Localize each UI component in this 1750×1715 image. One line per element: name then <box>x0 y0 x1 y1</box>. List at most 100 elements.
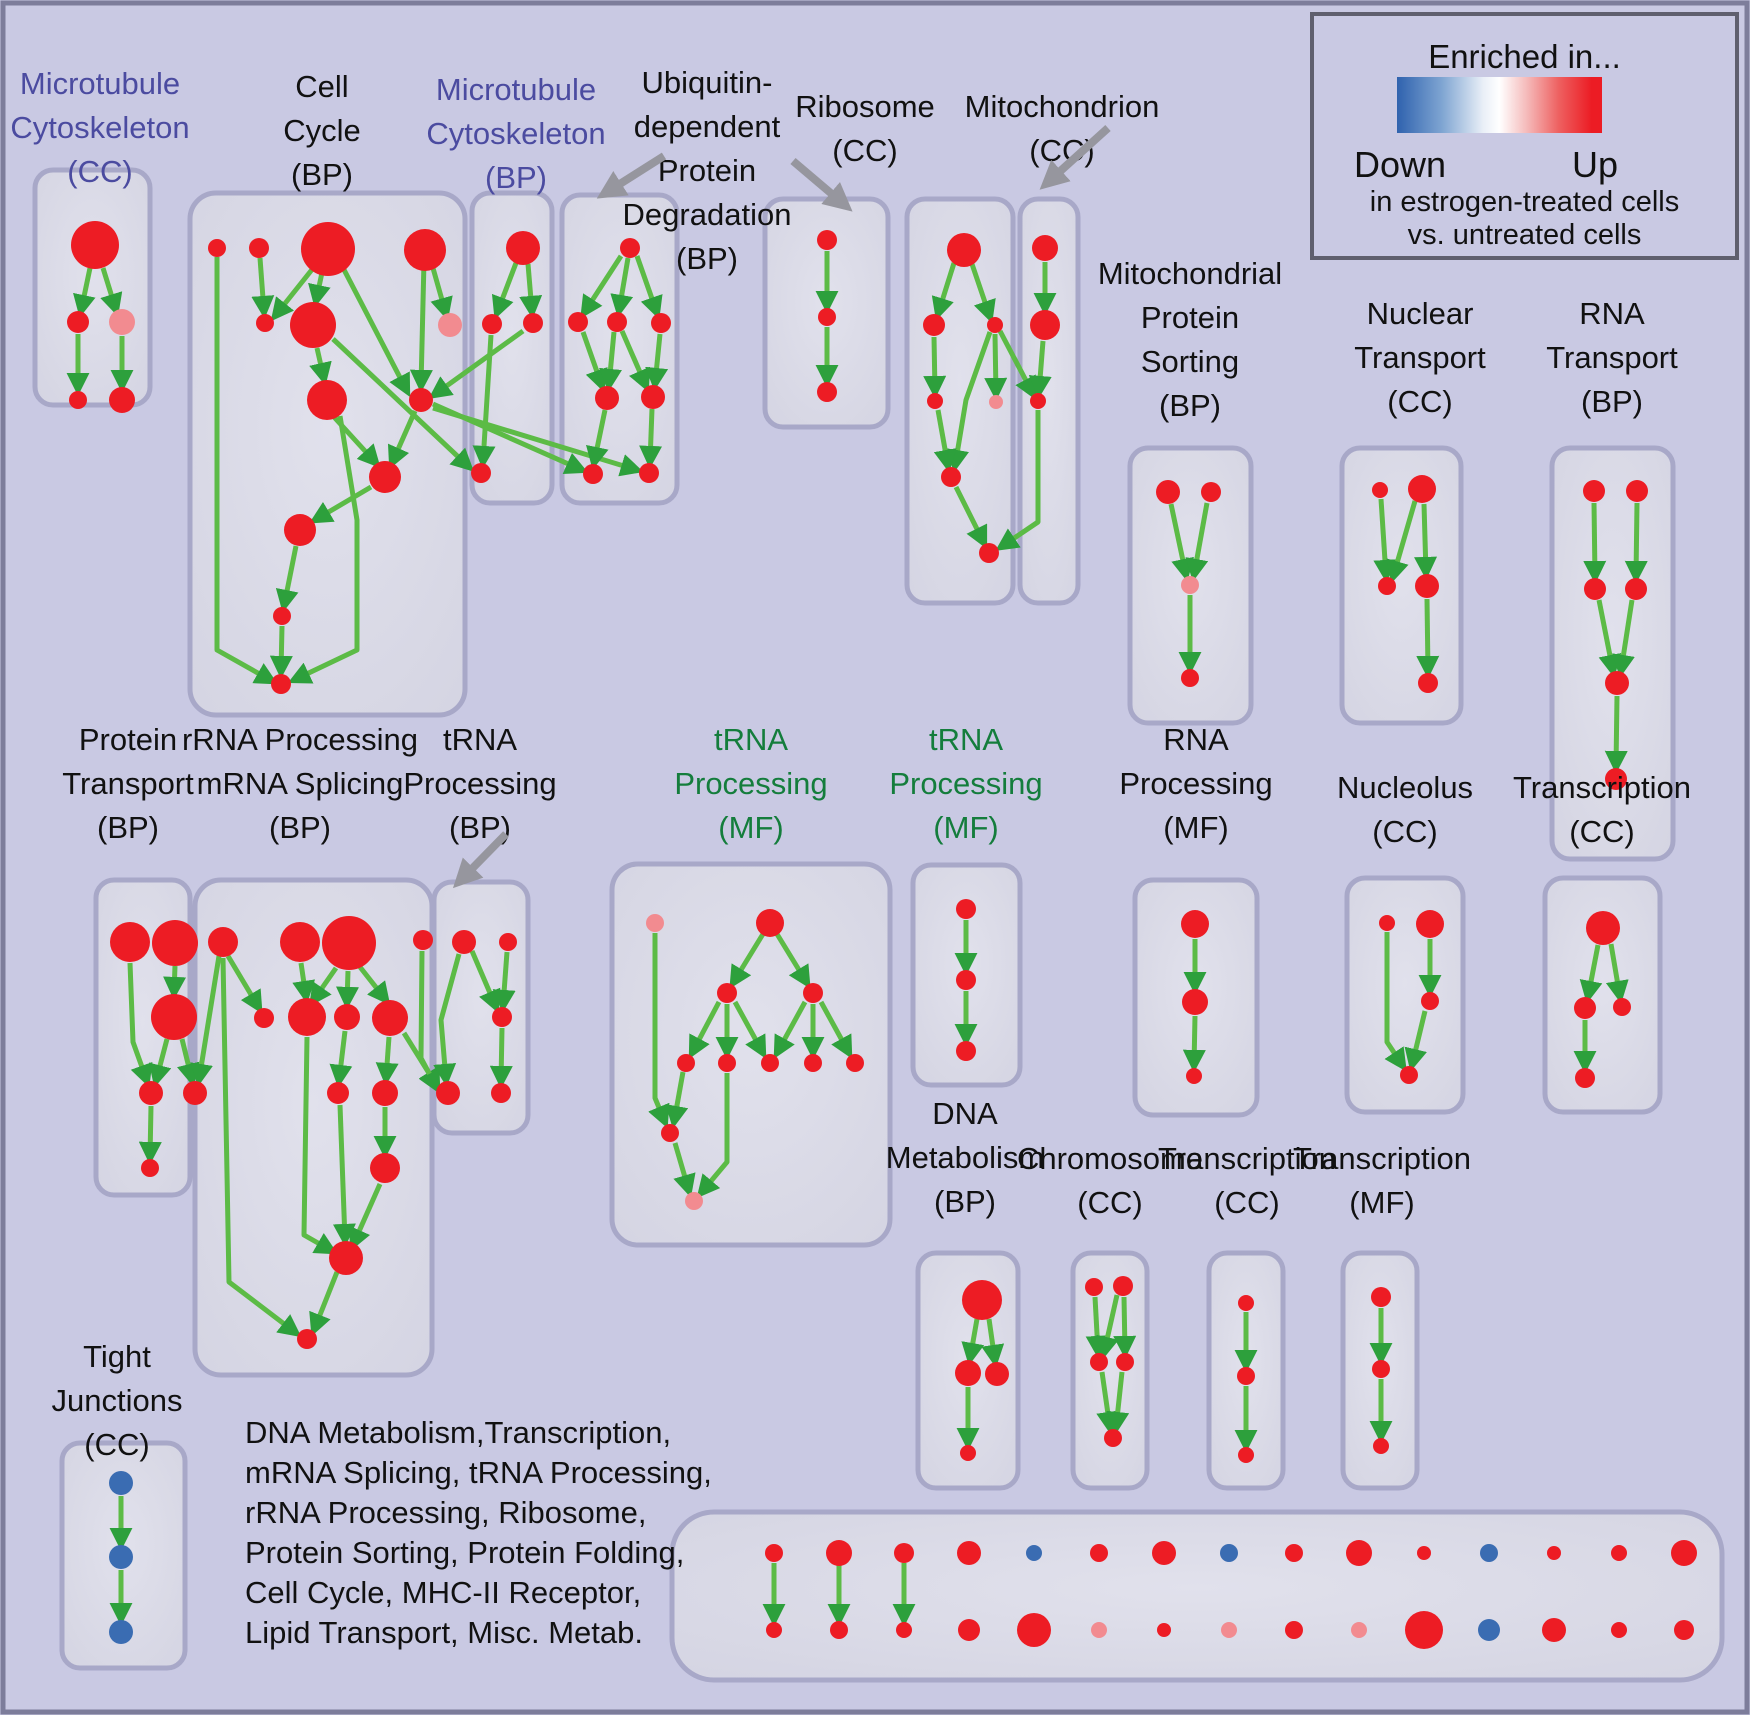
go-term-node-red <box>1373 1438 1389 1454</box>
cluster-label-transcription-cc-lower: Transcription <box>1158 1141 1336 1176</box>
cluster-label-rna-transport-bp: Transport <box>1546 340 1678 375</box>
cluster-label-microtubule-cytoskeleton-bp: Cytoskeleton <box>426 116 605 151</box>
go-term-node-red <box>254 1008 274 1028</box>
go-edge-arrow <box>270 260 320 322</box>
go-edge-arrow <box>1612 599 1635 678</box>
cluster-label-mitochondrial-protein-sorting-bp: Sorting <box>1141 344 1239 379</box>
go-edge-arrow <box>1604 695 1628 774</box>
go-term-node-pink <box>1221 1622 1237 1638</box>
legend-up-label: Up <box>1571 144 1619 185</box>
go-term-node-red <box>941 467 961 487</box>
go-edge-arrow <box>981 1318 1005 1368</box>
go-term-node-red <box>817 382 837 402</box>
cluster-label-ubiquitin-degradation-bp: Degradation <box>623 197 792 232</box>
go-term-node-pink <box>989 395 1003 409</box>
go-edge-arrow <box>923 336 947 399</box>
mitochondrion-arrow <box>1039 125 1111 190</box>
go-term-node-red <box>151 994 197 1040</box>
cluster-label-trna-processing-mf-b: tRNA <box>929 722 1003 757</box>
go-edge-arrow <box>220 957 302 1338</box>
cluster-label-cell-cycle-bp: Cycle <box>283 113 361 148</box>
go-term-node-red <box>1611 1545 1627 1561</box>
go-term-node-red <box>985 1362 1009 1386</box>
cluster-label-tight-junctions-cc: Tight <box>83 1339 151 1374</box>
cluster-label-nuclear-transport-cc: (CC) <box>1387 384 1452 419</box>
go-term-node-pink <box>1181 576 1199 594</box>
cluster-label-transcription-cc-lower: (CC) <box>1214 1185 1279 1220</box>
go-term-node-pink <box>685 1192 703 1210</box>
go-term-node-red <box>1285 1544 1303 1562</box>
go-term-node-red <box>1030 393 1046 409</box>
go-edge-arrow <box>672 1142 696 1198</box>
go-term-node-red <box>1346 1540 1372 1566</box>
go-term-node-red <box>1417 1546 1431 1560</box>
cluster-label-microtubule-cytoskeleton-bp: Microtubule <box>436 72 596 107</box>
misc-functions-note-line: Cell Cycle, MHC-II Receptor, <box>245 1575 641 1610</box>
go-term-node-pink <box>1091 1622 1107 1638</box>
go-term-node-blue <box>1478 1619 1500 1641</box>
go-edge-arrow <box>1416 598 1440 679</box>
go-term-node-red <box>717 983 737 1003</box>
go-term-node-pink <box>1351 1622 1367 1638</box>
go-term-node-red <box>1421 992 1439 1010</box>
ubiquitin-right-arrow <box>790 157 853 212</box>
go-term-node-red <box>962 1280 1002 1320</box>
go-term-node-red <box>1030 310 1060 340</box>
cluster-label-trna-processing-mf-b: Processing <box>889 766 1042 801</box>
cluster-label-dna-metabolism-bp: DNA <box>932 1096 998 1131</box>
go-term-node-red <box>413 930 433 950</box>
go-term-node-red <box>1613 998 1631 1016</box>
cluster-label-trna-processing-mf-a: (MF) <box>718 810 783 845</box>
go-edge-arrow <box>309 484 373 524</box>
go-edge-arrow <box>331 337 475 472</box>
go-term-node-red <box>1181 910 1209 938</box>
go-term-node-red <box>1378 577 1396 595</box>
go-edge-arrow <box>127 962 153 1088</box>
go-term-node-red <box>372 1000 408 1036</box>
go-term-node-red <box>765 1544 783 1562</box>
cluster-label-protein-transport-bp: Transport <box>62 766 194 801</box>
go-edge-arrow <box>519 263 543 319</box>
go-term-node-red <box>523 313 543 333</box>
go-term-node-red <box>956 899 976 919</box>
go-edge-arrow <box>1579 944 1603 1004</box>
go-term-node-red <box>69 391 87 409</box>
go-term-node-red <box>1408 475 1436 503</box>
go-term-node-red <box>958 1619 980 1641</box>
go-edge-arrow <box>309 347 332 386</box>
go-term-node-red <box>955 1360 981 1386</box>
go-term-node-red <box>290 302 336 348</box>
go-edge-arrow <box>931 262 957 321</box>
trna-bp-arrow <box>452 831 509 889</box>
cluster-label-ubiquitin-degradation-bp: dependent <box>634 109 781 144</box>
cluster-label-nuclear-transport-cc: Transport <box>1354 340 1486 375</box>
go-edge-arrow <box>1185 502 1210 582</box>
go-term-node-pink <box>438 313 462 337</box>
go-edge-arrow <box>1583 502 1607 584</box>
go-term-node-red <box>307 380 347 420</box>
cluster-label-rna-processing-mf: RNA <box>1163 722 1229 757</box>
go-term-node-red <box>369 461 401 493</box>
go-term-node-red <box>183 1081 207 1105</box>
go-edge-arrow <box>586 409 609 470</box>
go-term-node-red <box>280 922 320 962</box>
cluster-label-nucleolus-cc: Nucleolus <box>1337 770 1473 805</box>
go-edge-arrow <box>774 932 811 989</box>
misc-functions-note-line: rRNA Processing, Ribosome, <box>245 1495 646 1530</box>
go-term-node-red <box>284 514 316 546</box>
legend-subtitle-line1: in estrogen-treated cells <box>1369 186 1680 218</box>
go-term-node-red <box>1152 1541 1176 1565</box>
go-term-node-red <box>1625 578 1647 600</box>
cluster-label-tight-junctions-cc: Junctions <box>52 1383 183 1418</box>
cluster-label-rrna-processing-mrna-splicing-bp: rRNA Processing <box>182 722 418 757</box>
go-term-node-red <box>208 927 238 957</box>
go-term-node-red <box>370 1153 400 1183</box>
go-edge-arrow <box>995 410 1041 551</box>
go-term-node-red <box>334 1004 360 1030</box>
go-term-node-red <box>1575 1068 1595 1088</box>
go-term-node-blue <box>1220 1544 1238 1562</box>
go-edge-arrow <box>163 965 187 1000</box>
go-edge-arrow <box>580 331 608 393</box>
cluster-label-ubiquitin-degradation-bp: Ubiquitin- <box>642 65 773 100</box>
